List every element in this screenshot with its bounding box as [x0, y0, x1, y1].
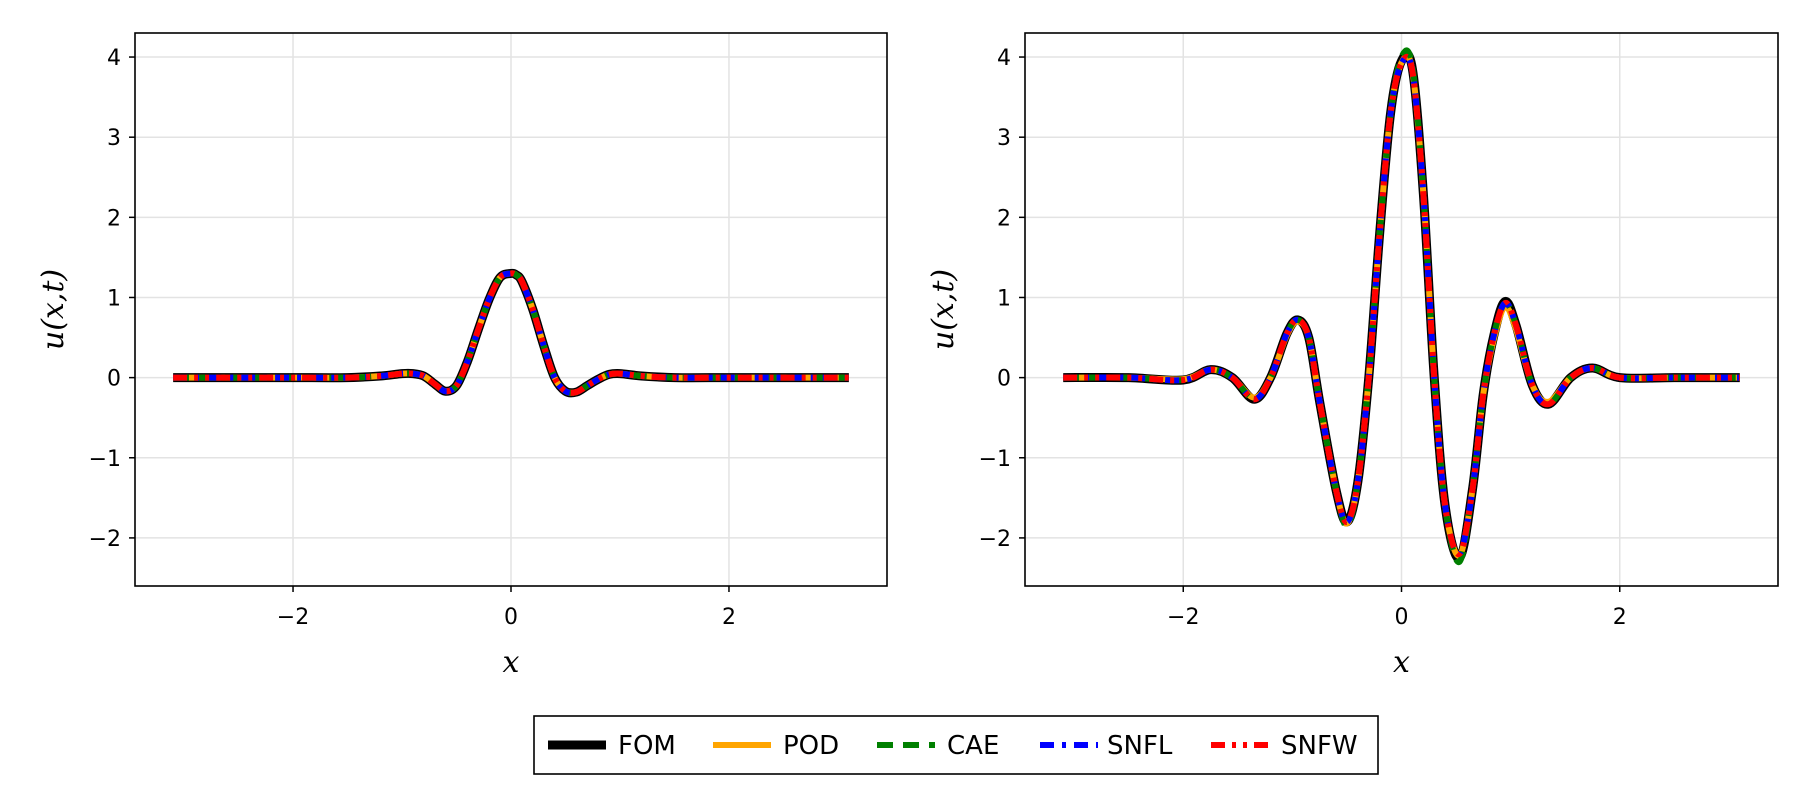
y-tick-label: 1 [997, 286, 1011, 311]
left-plot-panel: −2 0 2 −2 −1 0 1 2 3 4 x u(x,t) [36, 32, 888, 680]
y-tick-label: 3 [997, 126, 1011, 151]
x-tick-label: −2 [277, 605, 309, 630]
y-tick-label: −1 [979, 447, 1011, 472]
y-axis-label: u(x,t) [36, 269, 71, 350]
x-tick-label: 0 [504, 605, 518, 630]
x-tick-label: 2 [1613, 605, 1627, 630]
legend-label-pod: POD [783, 731, 839, 761]
x-axis-label: x [503, 645, 520, 680]
legend-label-snfw: SNFW [1281, 731, 1358, 761]
x-tick-label: 2 [722, 605, 736, 630]
x-tick-label: −2 [1167, 605, 1199, 630]
y-axis-label: u(x,t) [926, 269, 961, 350]
x-tick-label: 0 [1395, 605, 1409, 630]
y-tick-label: 1 [107, 286, 121, 311]
y-tick-label: 4 [997, 46, 1011, 71]
series-line-cae [1063, 47, 1740, 565]
y-tick-label: 0 [997, 367, 1011, 392]
y-tick-label: 2 [997, 206, 1011, 231]
legend-label-snfl: SNFL [1107, 731, 1173, 761]
legend-frame [533, 715, 1379, 775]
y-tick-label: −2 [89, 527, 121, 552]
y-tick-label: −1 [89, 447, 121, 472]
y-tick-label: 4 [107, 46, 121, 71]
y-tick-label: −2 [979, 527, 1011, 552]
y-tick-label: 3 [107, 126, 121, 151]
y-tick-label: 2 [107, 206, 121, 231]
legend-label-fom: FOM [618, 731, 676, 761]
series-line-snfw [1063, 53, 1740, 557]
x-axis-label: x [1393, 645, 1410, 680]
legend: FOM POD CAE SNFL SNFW [533, 715, 1379, 775]
legend-label-cae: CAE [947, 731, 999, 761]
series-line-snfw [173, 270, 849, 396]
right-plot-panel: −2 0 2 −2 −1 0 1 2 3 4 x u(x,t) [926, 32, 1779, 680]
y-tick-label: 0 [107, 367, 121, 392]
